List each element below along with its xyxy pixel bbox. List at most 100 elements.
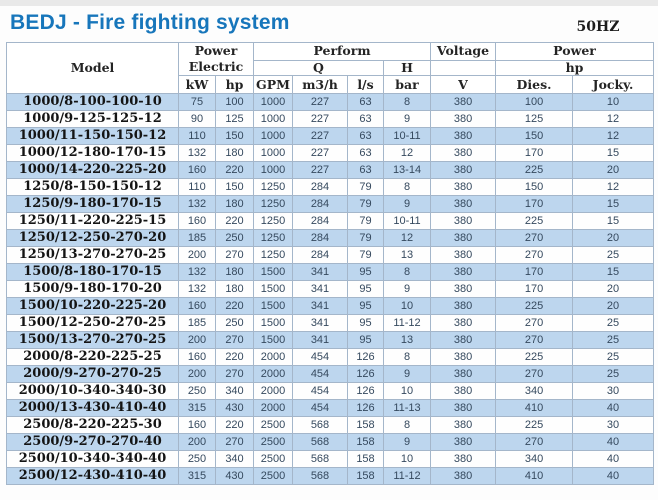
kw-cell: 315 xyxy=(178,467,216,485)
hp-cell: 180 xyxy=(215,144,254,162)
model-cell: 2000/13-430-410-40 xyxy=(6,399,179,417)
model-cell: 1500/9-180-170-20 xyxy=(6,280,179,298)
ls-cell: 95 xyxy=(347,263,384,281)
jocky-cell: 20 xyxy=(572,161,655,179)
bar-cell: 9 xyxy=(382,195,432,213)
model-cell: 1000/8-100-100-10 xyxy=(6,93,179,111)
ls-cell: 126 xyxy=(347,382,384,400)
voltage-cell: 380 xyxy=(430,127,497,145)
bar-cell: 8 xyxy=(382,348,432,366)
gpm-cell: 1500 xyxy=(253,331,293,349)
model-cell: 1500/10-220-225-20 xyxy=(6,297,179,315)
table-row: 1500/13-270-270-25 200 270 1500 341 95 13 380 27… xyxy=(6,331,655,349)
voltage-cell: 380 xyxy=(430,110,497,128)
model-cell: 2500/8-220-225-30 xyxy=(6,416,179,434)
dies-cell: 270 xyxy=(495,433,574,451)
units-header-row: kW hp GPM m3/h l/s bar V Dies. Jocky. xyxy=(7,75,655,94)
m3h-cell: 341 xyxy=(292,314,348,332)
hp-cell: 430 xyxy=(215,467,254,485)
table-row: 2000/10-340-340-30 250 340 2000 454 126 10 380 3… xyxy=(6,382,655,400)
m3h-cell: 568 xyxy=(292,450,348,468)
hp-cell: 220 xyxy=(215,161,254,179)
ls-cell: 158 xyxy=(347,416,384,434)
model-cell: 1500/13-270-270-25 xyxy=(6,331,179,349)
hp-cell: 125 xyxy=(215,110,254,128)
model-cell: 1000/9-125-125-12 xyxy=(6,110,179,128)
m3h-cell: 568 xyxy=(292,416,348,434)
unit-header-kw: kW xyxy=(178,75,216,94)
bar-cell: 9 xyxy=(382,110,432,128)
page-title: BEDJ - Fire fighting system xyxy=(10,11,290,34)
ls-cell: 158 xyxy=(347,433,384,451)
ls-cell: 63 xyxy=(347,110,384,128)
ls-cell: 95 xyxy=(347,280,384,298)
ls-cell: 158 xyxy=(347,467,384,485)
kw-cell: 160 xyxy=(178,212,216,230)
m3h-cell: 227 xyxy=(292,93,348,111)
gpm-cell: 1250 xyxy=(253,195,293,213)
ls-cell: 79 xyxy=(347,212,384,230)
hp-cell: 430 xyxy=(215,399,254,417)
header-hp-group: hp xyxy=(495,59,655,77)
ls-cell: 63 xyxy=(347,127,384,145)
m3h-cell: 227 xyxy=(292,127,348,145)
unit-header-gpm: GPM xyxy=(253,75,293,94)
kw-cell: 75 xyxy=(178,93,216,111)
table-row: 1500/9-180-170-20 132 180 1500 341 95 9 380 170 2… xyxy=(6,280,655,298)
header-q: Q xyxy=(253,59,384,77)
dies-cell: 170 xyxy=(495,195,574,213)
voltage-cell: 380 xyxy=(430,212,497,230)
model-cell: 2500/12-430-410-40 xyxy=(6,467,179,485)
bar-cell: 11-13 xyxy=(382,399,432,417)
model-cell: 1250/8-150-150-12 xyxy=(6,178,179,196)
bar-cell: 12 xyxy=(382,229,432,247)
dies-cell: 340 xyxy=(495,450,574,468)
kw-cell: 132 xyxy=(178,280,216,298)
kw-cell: 200 xyxy=(178,331,216,349)
gpm-cell: 1500 xyxy=(253,280,293,298)
unit-header-jocky: Jocky. xyxy=(572,75,655,94)
model-cell: 2000/8-220-225-25 xyxy=(6,348,179,366)
hp-cell: 150 xyxy=(215,178,254,196)
gpm-cell: 1500 xyxy=(253,263,293,281)
jocky-cell: 15 xyxy=(572,195,655,213)
hp-cell: 270 xyxy=(215,331,254,349)
gpm-cell: 1000 xyxy=(253,110,293,128)
gpm-cell: 1000 xyxy=(253,93,293,111)
jocky-cell: 40 xyxy=(572,399,655,417)
header-power-electric: Power Electric xyxy=(178,42,254,76)
dies-cell: 225 xyxy=(495,348,574,366)
table-body: 1000/8-100-100-10 75 100 1000 227 63 8 380 100 10… xyxy=(6,93,655,485)
gpm-cell: 2500 xyxy=(253,433,293,451)
kw-cell: 132 xyxy=(178,195,216,213)
table-row: 1250/12-250-270-20 185 250 1250 284 79 12 380 27… xyxy=(6,229,655,247)
ls-cell: 95 xyxy=(347,314,384,332)
model-cell: 2000/9-270-270-25 xyxy=(6,365,179,383)
voltage-cell: 380 xyxy=(430,195,497,213)
gpm-cell: 2000 xyxy=(253,399,293,417)
table-row: 2000/8-220-225-25 160 220 2000 454 126 8 380 225… xyxy=(6,348,655,366)
gpm-cell: 2000 xyxy=(253,382,293,400)
table-row: 1250/13-270-270-25 200 270 1250 284 79 13 380 27… xyxy=(6,246,655,264)
m3h-cell: 227 xyxy=(292,110,348,128)
jocky-cell: 25 xyxy=(572,331,655,349)
unit-header-bar: bar xyxy=(382,75,432,94)
jocky-cell: 30 xyxy=(572,382,655,400)
voltage-cell: 380 xyxy=(430,331,497,349)
dies-cell: 270 xyxy=(495,246,574,264)
gpm-cell: 1500 xyxy=(253,314,293,332)
hp-cell: 250 xyxy=(215,314,254,332)
kw-cell: 200 xyxy=(178,433,216,451)
ls-cell: 79 xyxy=(347,195,384,213)
jocky-cell: 12 xyxy=(572,127,655,145)
table-row: 1500/10-220-225-20 160 220 1500 341 95 10 380 22… xyxy=(6,297,655,315)
table-row: 1000/8-100-100-10 75 100 1000 227 63 8 380 100 10 xyxy=(6,93,655,111)
kw-cell: 185 xyxy=(178,314,216,332)
voltage-cell: 380 xyxy=(430,297,497,315)
table-row: 1000/9-125-125-12 90 125 1000 227 63 9 380 125 12 xyxy=(6,110,655,128)
jocky-cell: 40 xyxy=(572,433,655,451)
table-row: 1500/12-250-270-25 185 250 1500 341 95 11-12 38… xyxy=(6,314,655,332)
dies-cell: 270 xyxy=(495,365,574,383)
dies-cell: 340 xyxy=(495,382,574,400)
bar-cell: 10 xyxy=(382,297,432,315)
